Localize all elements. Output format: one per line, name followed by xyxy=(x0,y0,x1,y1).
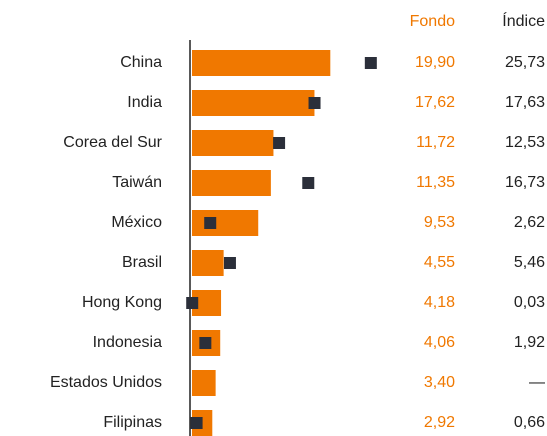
index-marker xyxy=(199,337,212,349)
series-header: Índice xyxy=(502,11,545,30)
value-label: 3,40 xyxy=(424,374,455,391)
index-marker xyxy=(273,137,286,149)
category-label: México xyxy=(111,214,162,231)
index-marker xyxy=(190,417,203,429)
category-label: Hong Kong xyxy=(82,294,162,311)
value-label: 2,62 xyxy=(514,214,545,231)
series-header: Fondo xyxy=(410,13,455,30)
index-marker xyxy=(308,97,321,109)
value-label: 4,55 xyxy=(424,254,455,271)
value-label: 9,53 xyxy=(424,214,455,231)
index-marker xyxy=(204,217,217,229)
bar xyxy=(192,50,331,76)
category-label: Brasil xyxy=(122,254,162,271)
category-label: India xyxy=(127,94,162,111)
value-label: 0,66 xyxy=(514,414,545,431)
index-marker xyxy=(302,177,315,189)
index-marker xyxy=(186,297,199,309)
category-label: Filipinas xyxy=(103,414,162,431)
bar xyxy=(192,170,271,196)
bar xyxy=(192,370,216,396)
value-label: 4,18 xyxy=(424,294,455,311)
category-label: China xyxy=(120,54,162,71)
value-label: 0,03 xyxy=(514,294,545,311)
value-label: — xyxy=(529,374,545,391)
value-label: 17,63 xyxy=(505,94,545,111)
value-label: 16,73 xyxy=(505,174,545,191)
value-label: 5,46 xyxy=(514,254,545,271)
value-label: 17,62 xyxy=(415,94,455,111)
index-marker xyxy=(223,257,236,269)
category-label: Estados Unidos xyxy=(50,374,162,391)
value-label: 11,72 xyxy=(416,134,455,151)
value-label: 25,73 xyxy=(505,54,545,71)
bar xyxy=(192,250,224,276)
category-label: Taiwán xyxy=(112,174,162,191)
bar xyxy=(192,90,315,116)
category-label: Corea del Sur xyxy=(63,134,162,151)
value-label: 2,92 xyxy=(424,414,455,431)
category-label: Indonesia xyxy=(93,334,162,351)
value-label: 19,90 xyxy=(415,54,455,71)
bar xyxy=(192,210,259,236)
value-label: 4,06 xyxy=(424,334,455,351)
value-label: 12,53 xyxy=(505,134,545,151)
value-label: 11,35 xyxy=(416,174,455,191)
bar xyxy=(192,130,274,156)
value-label: 1,92 xyxy=(514,334,545,351)
index-marker xyxy=(364,57,377,69)
